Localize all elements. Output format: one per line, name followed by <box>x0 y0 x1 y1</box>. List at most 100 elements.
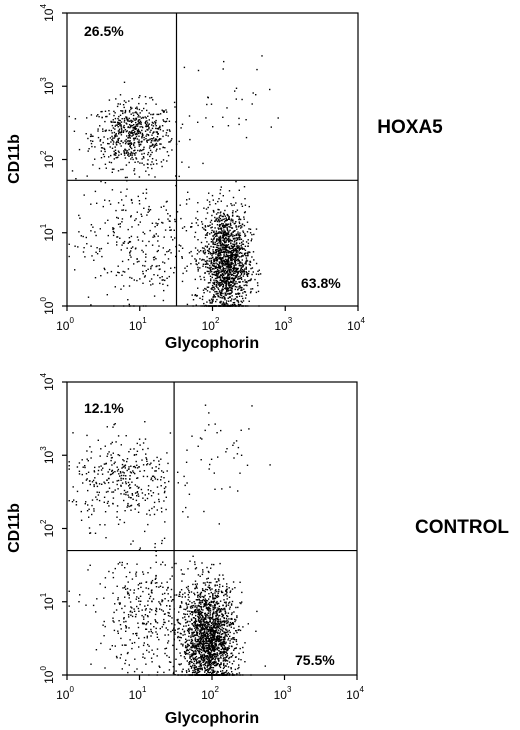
event-dot <box>137 224 140 226</box>
event-dot <box>159 277 161 279</box>
event-dot <box>86 434 88 437</box>
event-dot <box>125 116 127 118</box>
event-dot <box>230 281 233 284</box>
event-dot <box>218 216 220 218</box>
event-dot <box>194 236 196 238</box>
event-dot <box>240 602 242 605</box>
event-dot <box>134 154 136 156</box>
event-dot <box>222 283 225 286</box>
event-dot <box>239 232 241 234</box>
event-dot <box>196 668 198 670</box>
event-dot <box>142 573 145 575</box>
event-dot <box>219 238 222 241</box>
event-dot <box>203 276 205 279</box>
event-dot <box>224 238 226 240</box>
event-dot <box>223 651 226 653</box>
event-dot <box>189 138 191 141</box>
event-dot <box>235 606 237 609</box>
event-dot <box>93 470 95 472</box>
event-dot <box>202 647 204 649</box>
event-dot <box>219 247 221 249</box>
event-dot <box>204 260 207 263</box>
event-dot <box>123 81 126 83</box>
event-dot <box>128 597 130 599</box>
event-dot <box>134 146 136 149</box>
event-dot <box>234 647 237 649</box>
event-dot <box>212 282 214 284</box>
event-dot <box>109 146 111 148</box>
event-dot <box>203 625 206 627</box>
event-dot <box>224 282 226 284</box>
event-dot <box>214 585 216 587</box>
event-dot <box>181 628 184 631</box>
event-dot <box>137 239 140 241</box>
event-dot <box>188 632 190 634</box>
event-dot <box>100 465 102 467</box>
x-axis-title: Glycophorin <box>165 335 259 352</box>
event-dot <box>194 674 196 676</box>
event-dot <box>177 631 179 634</box>
event-dot <box>198 641 200 643</box>
event-dot <box>147 604 149 606</box>
event-dot <box>196 626 199 628</box>
event-dot <box>119 471 122 473</box>
event-dot <box>224 298 226 301</box>
event-dot <box>223 232 225 234</box>
event-dot <box>232 246 235 248</box>
event-dot <box>233 283 236 286</box>
event-dot <box>185 506 187 509</box>
event-dot <box>230 613 233 616</box>
event-dot <box>137 122 140 124</box>
event-dot <box>244 198 246 200</box>
event-dot <box>115 157 117 159</box>
event-dot <box>214 592 216 594</box>
event-dot <box>234 249 236 251</box>
event-dot <box>215 654 217 656</box>
event-dot <box>138 503 140 505</box>
event-dot <box>152 99 154 101</box>
event-dot <box>238 270 240 273</box>
event-dot <box>209 300 211 302</box>
event-dot <box>251 267 254 269</box>
event-dot <box>220 214 222 216</box>
event-dot <box>94 466 96 469</box>
event-dot <box>97 439 99 441</box>
event-dot <box>229 292 231 295</box>
event-dot <box>135 132 138 135</box>
event-dot <box>208 623 210 625</box>
event-dot <box>200 662 202 665</box>
event-dot <box>210 260 212 262</box>
event-dot <box>155 127 157 130</box>
event-dot <box>219 217 222 220</box>
event-dot <box>219 257 221 259</box>
event-dot <box>135 128 138 130</box>
event-dot <box>238 218 240 221</box>
event-dot <box>207 628 210 631</box>
event-dot <box>123 521 126 524</box>
event-dot <box>136 442 138 445</box>
event-dot <box>230 262 232 264</box>
event-dot <box>122 168 124 171</box>
event-dot <box>155 554 157 557</box>
event-dot <box>217 247 220 249</box>
event-dot <box>114 286 116 288</box>
event-dot <box>181 123 184 125</box>
event-dot <box>201 259 203 261</box>
event-dot <box>210 219 213 222</box>
event-dot <box>190 618 193 620</box>
event-dot <box>115 143 118 146</box>
event-dot <box>238 672 241 674</box>
event-dot <box>126 188 128 190</box>
event-dot <box>212 594 214 597</box>
event-dot <box>199 639 202 642</box>
event-dot <box>194 618 197 620</box>
event-dot <box>200 632 203 634</box>
event-dot <box>136 467 139 469</box>
event-dot <box>173 229 175 231</box>
event-dot <box>181 580 183 582</box>
event-dot <box>125 138 127 141</box>
event-dot <box>113 462 115 465</box>
event-dot <box>218 665 221 667</box>
event-dot <box>139 126 141 128</box>
event-dot <box>234 305 236 307</box>
